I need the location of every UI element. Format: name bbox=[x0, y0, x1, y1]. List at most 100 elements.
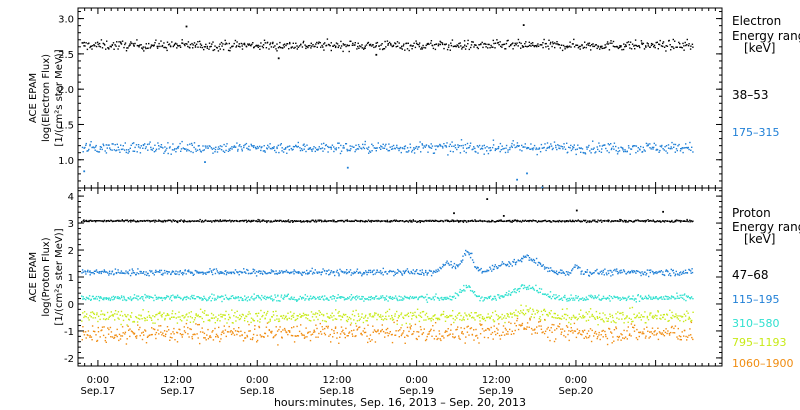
data-point bbox=[669, 272, 671, 275]
data-point bbox=[365, 298, 368, 300]
data-point bbox=[495, 148, 498, 150]
data-point bbox=[481, 270, 484, 273]
data-point bbox=[645, 220, 648, 222]
data-point bbox=[661, 273, 664, 276]
data-point bbox=[203, 220, 206, 222]
data-point bbox=[559, 317, 562, 320]
data-point bbox=[90, 141, 92, 143]
data-point bbox=[451, 267, 453, 269]
data-point bbox=[315, 316, 318, 318]
data-point bbox=[371, 150, 373, 152]
data-point bbox=[541, 314, 544, 316]
data-point bbox=[446, 260, 448, 262]
data-point bbox=[364, 140, 366, 143]
data-point bbox=[684, 319, 687, 322]
data-point bbox=[452, 310, 454, 312]
data-point bbox=[83, 298, 85, 300]
data-point bbox=[276, 315, 278, 317]
data-point bbox=[200, 151, 202, 153]
data-point bbox=[504, 151, 507, 154]
data-point bbox=[396, 272, 399, 274]
data-point bbox=[157, 329, 159, 331]
data-point bbox=[253, 293, 255, 295]
data-point bbox=[222, 272, 224, 274]
data-point bbox=[256, 45, 259, 47]
data-point bbox=[471, 259, 474, 261]
data-point bbox=[255, 44, 258, 47]
data-point bbox=[252, 42, 254, 44]
data-point bbox=[632, 271, 634, 274]
data-point bbox=[222, 48, 225, 51]
data-point bbox=[652, 315, 654, 317]
data-point bbox=[534, 313, 536, 315]
data-point bbox=[411, 151, 413, 153]
data-point bbox=[519, 149, 521, 151]
data-point bbox=[127, 314, 129, 316]
data-point bbox=[596, 316, 598, 318]
data-point bbox=[613, 321, 616, 323]
data-point bbox=[175, 317, 177, 319]
data-point bbox=[364, 45, 366, 47]
data-point bbox=[524, 43, 526, 45]
data-point bbox=[84, 331, 87, 333]
data-point bbox=[633, 270, 635, 272]
data-point bbox=[102, 143, 104, 145]
data-point bbox=[489, 221, 491, 223]
data-point bbox=[674, 315, 676, 318]
data-point bbox=[425, 269, 427, 272]
data-point bbox=[520, 285, 522, 287]
data-point bbox=[558, 147, 560, 149]
data-point bbox=[385, 315, 387, 318]
data-point bbox=[137, 299, 139, 301]
data-point bbox=[231, 271, 233, 273]
data-point bbox=[626, 298, 628, 300]
data-point bbox=[634, 271, 636, 273]
data-point bbox=[93, 147, 95, 149]
data-point bbox=[107, 144, 109, 146]
data-point bbox=[566, 45, 569, 47]
data-point bbox=[326, 312, 328, 315]
data-point bbox=[683, 147, 685, 149]
data-point bbox=[625, 45, 627, 47]
data-point bbox=[526, 147, 528, 150]
data-point bbox=[87, 43, 89, 45]
data-point bbox=[254, 297, 256, 300]
data-point bbox=[480, 314, 482, 316]
data-point bbox=[686, 220, 689, 222]
data-point bbox=[654, 46, 656, 49]
data-point bbox=[113, 273, 115, 275]
data-point bbox=[335, 300, 337, 302]
data-point bbox=[522, 257, 524, 260]
data-point bbox=[369, 220, 372, 222]
data-point bbox=[350, 322, 353, 324]
data-point bbox=[607, 318, 609, 320]
data-point bbox=[494, 310, 497, 312]
data-point bbox=[545, 220, 548, 223]
data-point bbox=[620, 312, 622, 314]
data-point bbox=[271, 148, 273, 150]
data-point bbox=[264, 271, 266, 273]
data-point bbox=[329, 45, 331, 47]
data-point bbox=[180, 148, 183, 150]
data-point bbox=[644, 271, 646, 273]
data-point bbox=[260, 147, 262, 149]
data-point bbox=[350, 148, 352, 150]
data-point bbox=[552, 43, 554, 45]
data-point bbox=[590, 273, 593, 275]
data-point bbox=[355, 322, 357, 325]
data-point bbox=[288, 221, 290, 223]
data-point bbox=[526, 309, 528, 311]
data-point bbox=[658, 220, 660, 222]
data-point bbox=[649, 143, 651, 145]
data-point bbox=[463, 284, 465, 287]
data-point bbox=[405, 314, 407, 317]
data-point bbox=[123, 295, 125, 298]
data-point bbox=[436, 145, 438, 147]
data-point bbox=[377, 142, 379, 144]
data-point bbox=[282, 298, 285, 300]
data-point bbox=[447, 46, 450, 48]
data-point bbox=[386, 310, 389, 313]
data-point bbox=[677, 145, 679, 147]
data-point bbox=[91, 339, 93, 341]
data-point bbox=[241, 299, 243, 301]
